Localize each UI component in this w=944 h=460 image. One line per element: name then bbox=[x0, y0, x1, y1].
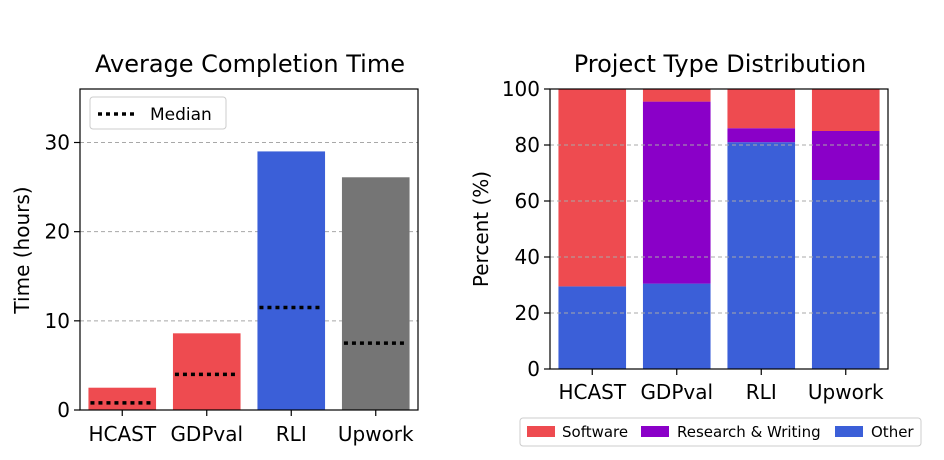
bar-segment-upwork-software bbox=[811, 89, 880, 131]
y-tick-label: 0 bbox=[527, 357, 540, 381]
legend-software-label: Software bbox=[562, 423, 628, 441]
plot-frame bbox=[549, 88, 889, 370]
bar-upwork bbox=[341, 177, 410, 410]
software-legend-swatch bbox=[527, 426, 555, 437]
research-writing-legend-swatch bbox=[641, 426, 669, 437]
legend-median-label: Median bbox=[150, 105, 212, 125]
legend-box bbox=[519, 417, 922, 447]
bar-segment-gdpval-research-writing bbox=[642, 101, 711, 284]
bar-hcast bbox=[88, 387, 157, 410]
legend: Median bbox=[89, 96, 227, 130]
bar-segment-rli-research-writing bbox=[727, 128, 796, 143]
legend: Software Research & Writing Other bbox=[519, 417, 922, 447]
completion-time-chart: Average Completion Time 0 10 20 30 HCAST GDP… bbox=[10, 50, 419, 446]
y-ticks: 0 10 20 30 bbox=[45, 131, 80, 422]
y-tick-label: 100 bbox=[502, 77, 540, 101]
x-tick-label: HCAST bbox=[88, 422, 156, 446]
bar-segment-hcast-other bbox=[558, 286, 627, 369]
bar-segment-upwork-research-writing bbox=[811, 131, 880, 180]
bar-segment-upwork-other bbox=[811, 180, 880, 369]
x-tick-label: RLI bbox=[746, 380, 777, 404]
bars bbox=[88, 151, 410, 410]
bar-segment-rli-other bbox=[727, 142, 796, 369]
chart-title: Average Completion Time bbox=[95, 50, 405, 78]
bar-rli bbox=[257, 151, 326, 410]
x-tick-label: Upwork bbox=[808, 380, 884, 404]
y-axis-label: Percent (%) bbox=[469, 171, 493, 287]
median-lines bbox=[90, 305, 408, 405]
bar-segment-gdpval-software bbox=[642, 89, 711, 102]
chart-title: Project Type Distribution bbox=[574, 50, 867, 78]
x-tick-label: RLI bbox=[276, 422, 307, 446]
other-legend-swatch bbox=[835, 426, 863, 437]
y-axis-label: Time (hours) bbox=[10, 186, 34, 314]
stacked-bars bbox=[558, 89, 880, 369]
bar-gdpval bbox=[172, 333, 241, 410]
y-tick-label: 0 bbox=[57, 398, 70, 422]
y-tick-label: 60 bbox=[515, 189, 540, 213]
x-ticks: HCAST GDPval RLI Upwork bbox=[558, 369, 884, 404]
legend-research-writing-label: Research & Writing bbox=[677, 423, 821, 441]
x-tick-label: Upwork bbox=[338, 422, 414, 446]
y-tick-label: 20 bbox=[45, 220, 70, 244]
y-tick-label: 20 bbox=[515, 301, 540, 325]
y-tick-label: 10 bbox=[45, 309, 70, 333]
x-tick-label: GDPval bbox=[170, 422, 243, 446]
y-tick-label: 40 bbox=[515, 245, 540, 269]
project-type-chart: Project Type Distribution 0 20 40 60 80 100 H… bbox=[469, 50, 922, 447]
y-tick-label: 30 bbox=[45, 131, 70, 155]
legend-other-label: Other bbox=[871, 423, 914, 441]
x-tick-label: HCAST bbox=[558, 380, 626, 404]
bar-segment-hcast-software bbox=[558, 89, 627, 287]
bar-segment-rli-software bbox=[727, 89, 796, 129]
y-ticks: 0 20 40 60 80 100 bbox=[502, 77, 550, 381]
y-tick-label: 80 bbox=[515, 133, 540, 157]
x-ticks: HCAST GDPval RLI Upwork bbox=[88, 410, 414, 446]
plot-frame bbox=[79, 88, 419, 411]
bar-segment-gdpval-other bbox=[642, 283, 711, 369]
legend-box bbox=[89, 96, 227, 130]
x-tick-label: GDPval bbox=[640, 380, 713, 404]
